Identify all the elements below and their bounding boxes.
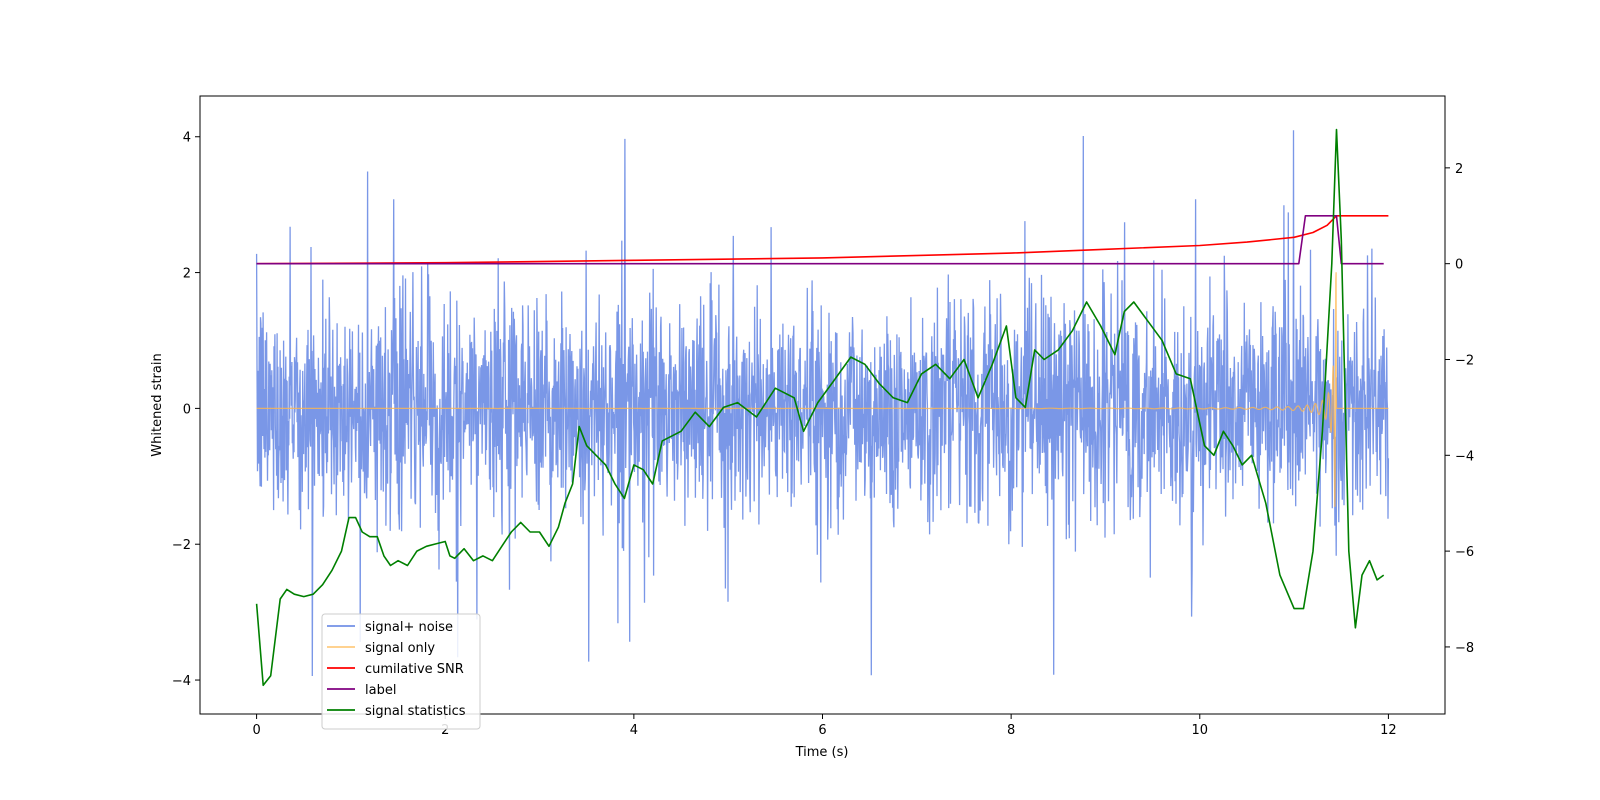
legend-entry-label: signal only <box>365 641 435 656</box>
series-signal-only <box>256 272 1389 507</box>
snr-line <box>256 215 1389 265</box>
y-right-tick-label: −6 <box>1455 545 1474 560</box>
plot-area <box>255 128 1390 687</box>
y-right-tick-label: −2 <box>1455 353 1474 368</box>
x-tick-label: 0 <box>252 723 260 738</box>
x-axis-label: Time (s) <box>795 745 849 760</box>
y-right-tick-label: −8 <box>1455 641 1474 656</box>
y-right-tick-label: 2 <box>1455 162 1463 177</box>
x-tick-label: 10 <box>1191 723 1208 738</box>
x-tick-label: 12 <box>1380 723 1397 738</box>
x-tick-label: 6 <box>818 723 826 738</box>
signal-only-line <box>256 272 1389 507</box>
y-left-tick-label: 4 <box>183 131 191 146</box>
y-left-tick-label: −4 <box>172 674 191 689</box>
series-cumulative-snr <box>256 215 1389 265</box>
legend-entry-label: label <box>365 683 396 698</box>
y-left-tick-label: 0 <box>183 402 191 417</box>
y-left-tick-label: 2 <box>183 267 191 282</box>
legend: signal+ noise signal only cumilative SNR la… <box>321 613 481 730</box>
x-tick-label: 2 <box>441 723 449 738</box>
signal-statistics-line <box>255 128 1385 687</box>
x-tick-label: 8 <box>1007 723 1015 738</box>
legend-entry-label: signal statistics <box>365 704 466 719</box>
y-left-tick-label: −2 <box>172 538 191 553</box>
legend-entry-label: signal+ noise <box>365 620 453 635</box>
y-axis-label: Whitened strain <box>150 353 165 456</box>
y-axis-left: −4 −2 0 2 4 <box>172 131 200 689</box>
legend-entry-label: cumilative SNR <box>365 662 464 677</box>
y-axis-right: −8 −6 −4 −2 0 2 <box>1445 162 1474 656</box>
series-label <box>256 215 1384 265</box>
x-tick-label: 4 <box>630 723 638 738</box>
y-right-tick-label: −4 <box>1455 449 1474 464</box>
legend-box <box>321 613 481 730</box>
series-signal-statistics <box>255 128 1385 687</box>
y-right-tick-label: 0 <box>1455 258 1463 273</box>
label-line <box>256 215 1384 265</box>
